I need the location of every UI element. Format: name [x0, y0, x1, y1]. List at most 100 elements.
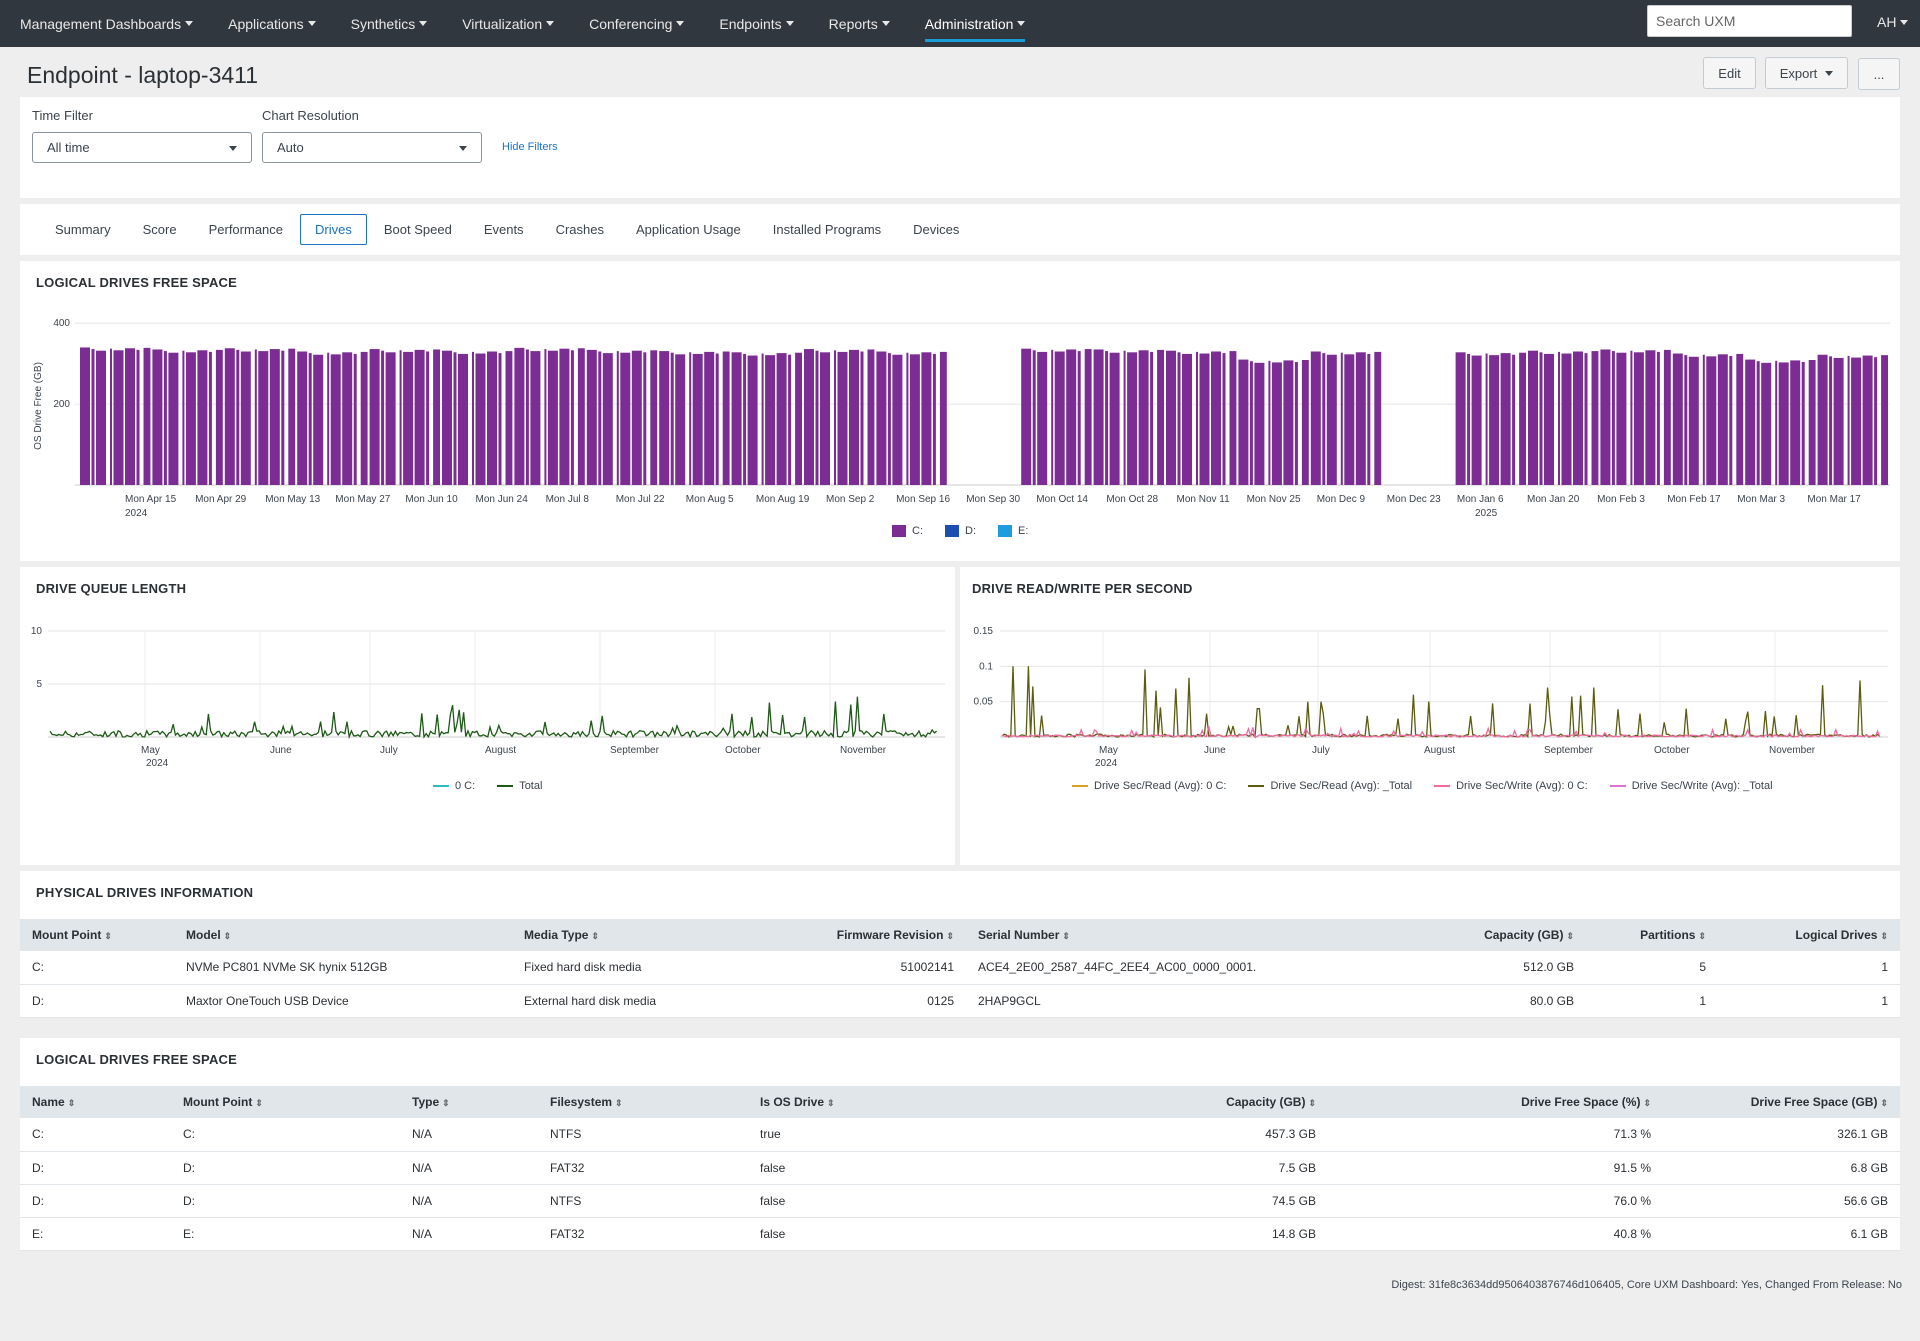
nav-item-applications[interactable]: Applications: [228, 0, 316, 47]
tab-boot-speed[interactable]: Boot Speed: [383, 222, 452, 237]
table-cell: 14.8 GB: [998, 1217, 1328, 1251]
time-filter-select[interactable]: All time: [32, 132, 252, 163]
more-options-button[interactable]: ...: [1858, 58, 1900, 90]
table-cell: 7.5 GB: [998, 1151, 1328, 1185]
column-header-partitions[interactable]: Partitions ⇕: [1586, 919, 1718, 951]
y-tick-label: 0.15: [974, 626, 994, 637]
column-header-logical-drives[interactable]: Logical Drives ⇕: [1718, 919, 1900, 951]
nav-item-virtualization[interactable]: Virtualization: [462, 0, 555, 47]
nav-item-label: Administration: [924, 15, 1014, 32]
chevron-down-icon: [676, 21, 685, 26]
column-header-type[interactable]: Type ⇕: [400, 1086, 538, 1118]
y-axis-label: OS Drive Free (GB): [33, 362, 44, 450]
column-header-label: Firmware Revision: [836, 928, 944, 942]
bar-segment-c: [659, 351, 730, 485]
tab-installed-programs[interactable]: Installed Programs: [772, 222, 882, 237]
legend-item-e-drive[interactable]: E:: [998, 525, 1028, 537]
table-cell: Maxtor OneTouch USB Device: [174, 984, 512, 1018]
column-header-mount-point[interactable]: Mount Point ⇕: [171, 1086, 400, 1118]
table-cell: 76.0 %: [1328, 1184, 1663, 1218]
table-row[interactable]: D: D: N/A NTFS false 74.5 GB 76.0 % 56.6 GB: [20, 1184, 1900, 1218]
tab-application-usage[interactable]: Application Usage: [635, 222, 741, 237]
nav-item-endpoints[interactable]: Endpoints: [719, 0, 794, 47]
series-line-write-total: [1001, 725, 1881, 738]
column-header-drive-free-space[interactable]: Drive Free Space (%) ⇕: [1328, 1086, 1663, 1118]
nav-item-synthetics[interactable]: Synthetics: [351, 0, 428, 47]
legend-item-0-c[interactable]: 0 C:: [433, 780, 475, 792]
x-tick-label: Mon May 27: [335, 494, 390, 505]
column-header-model[interactable]: Model ⇕: [174, 919, 512, 951]
drive-rw-panel: DRIVE READ/WRITE PER SECOND 0.15 0.1 0.05 M…: [960, 567, 1900, 865]
table-cell: NTFS: [538, 1184, 748, 1218]
bar-segment-c: [586, 349, 658, 485]
legend-item-drive-sec-read-avg-total[interactable]: Drive Sec/Read (Avg): _Total: [1248, 780, 1412, 792]
y-tick-label: 0.1: [979, 661, 993, 672]
chevron-down-icon: [1825, 70, 1834, 76]
table-row[interactable]: C: C: N/A NTFS true 457.3 GB 71.3 % 326.1 GB: [20, 1118, 1900, 1152]
column-header-firmware-revision[interactable]: Firmware Revision ⇕: [744, 919, 966, 951]
chart-resolution-select[interactable]: Auto: [262, 132, 482, 163]
sort-icon: ⇕: [591, 931, 600, 941]
tab-summary[interactable]: Summary: [55, 222, 111, 237]
bar-segment-c: [297, 351, 368, 485]
legend-swatch: [497, 785, 514, 787]
legend-item-d-drive[interactable]: D:: [945, 525, 976, 537]
table-cell: D:: [171, 1151, 400, 1185]
hide-filters-link[interactable]: Hide Filters: [502, 141, 558, 153]
table-cell: 457.3 GB: [998, 1118, 1328, 1152]
table-cell: NVMe PC801 NVMe SK hynix 512GB: [174, 951, 512, 985]
tab-devices[interactable]: Devices: [913, 222, 960, 237]
legend-item-c-drive[interactable]: C:: [892, 525, 923, 537]
table-cell: ACE4_2E00_2587_44FC_2EE4_AC00_0000_0001.: [966, 951, 1326, 985]
edit-button[interactable]: Edit: [1703, 57, 1756, 89]
column-header-media-type[interactable]: Media Type ⇕: [512, 919, 744, 951]
legend-item-drive-sec-read-avg-0-c[interactable]: Drive Sec/Read (Avg): 0 C:: [1072, 780, 1226, 792]
table-cell: 74.5 GB: [998, 1184, 1328, 1218]
column-header-label: Name: [32, 1095, 65, 1109]
column-header-drive-free-space-gb[interactable]: Drive Free Space (GB) ⇕: [1663, 1086, 1900, 1118]
column-header-capacity-gb[interactable]: Capacity (GB) ⇕: [998, 1086, 1328, 1118]
legend-item-drive-sec-write-avg-0-c[interactable]: Drive Sec/Write (Avg): 0 C:: [1434, 780, 1588, 792]
legend-item-drive-sec-write-avg-total[interactable]: Drive Sec/Write (Avg): _Total: [1609, 780, 1773, 792]
export-button[interactable]: Export: [1765, 57, 1848, 89]
column-header-serial-number[interactable]: Serial Number ⇕: [966, 919, 1326, 951]
x-tick-label: October: [725, 745, 761, 756]
column-header-label: Serial Number: [978, 928, 1060, 942]
legend-label: Drive Sec/Write (Avg): _Total: [1631, 780, 1773, 792]
table-cell: N/A: [400, 1151, 538, 1185]
column-header-is-os-drive[interactable]: Is OS Drive ⇕: [748, 1086, 998, 1118]
tab-performance[interactable]: Performance: [208, 222, 284, 237]
nav-item-administration[interactable]: Administration: [924, 0, 1026, 47]
nav-item-reports[interactable]: Reports: [829, 0, 890, 47]
table-cell: 1: [1586, 984, 1718, 1018]
tab-drives[interactable]: Drives: [300, 214, 367, 245]
table-row[interactable]: E: E: N/A FAT32 false 14.8 GB 40.8 % 6.1 GB: [20, 1217, 1900, 1251]
tab-crashes[interactable]: Crashes: [555, 222, 604, 237]
column-header-filesystem[interactable]: Filesystem ⇕: [538, 1086, 748, 1118]
legend-item-total[interactable]: Total: [497, 780, 542, 792]
column-header-capacity-gb[interactable]: Capacity (GB) ⇕: [1326, 919, 1586, 951]
tab-score[interactable]: Score: [142, 222, 177, 237]
nav-item-conferencing[interactable]: Conferencing: [589, 0, 685, 47]
legend-swatch: [998, 525, 1012, 537]
column-header-name[interactable]: Name ⇕: [20, 1086, 171, 1118]
column-header-mount-point[interactable]: Mount Point ⇕: [20, 919, 174, 951]
column-header-label: Mount Point: [32, 928, 102, 942]
user-menu[interactable]: AH: [1877, 14, 1909, 30]
chevron-down-icon: [881, 21, 890, 26]
table-row[interactable]: D: Maxtor OneTouch USB Device External har…: [20, 984, 1900, 1018]
column-header-label: Model: [186, 928, 221, 942]
table-cell: N/A: [400, 1118, 538, 1152]
search-input[interactable]: [1647, 5, 1852, 37]
x-tick-label: Mon Aug 5: [686, 494, 734, 505]
nav-item-management-dashboards[interactable]: Management Dashboards: [20, 0, 194, 47]
legend-label: 0 C:: [455, 780, 476, 792]
tab-events[interactable]: Events: [483, 222, 524, 237]
table-cell: C:: [171, 1118, 400, 1152]
y-tick-label: 400: [53, 318, 70, 329]
table-row[interactable]: C: NVMe PC801 NVMe SK hynix 512GB Fixed ha…: [20, 951, 1900, 985]
x-tick-label: November: [840, 745, 887, 756]
table-cell: 71.3 %: [1328, 1118, 1663, 1152]
table-cell: 326.1 GB: [1663, 1118, 1900, 1152]
table-row[interactable]: D: D: N/A FAT32 false 7.5 GB 91.5 % 6.8 GB: [20, 1151, 1900, 1185]
